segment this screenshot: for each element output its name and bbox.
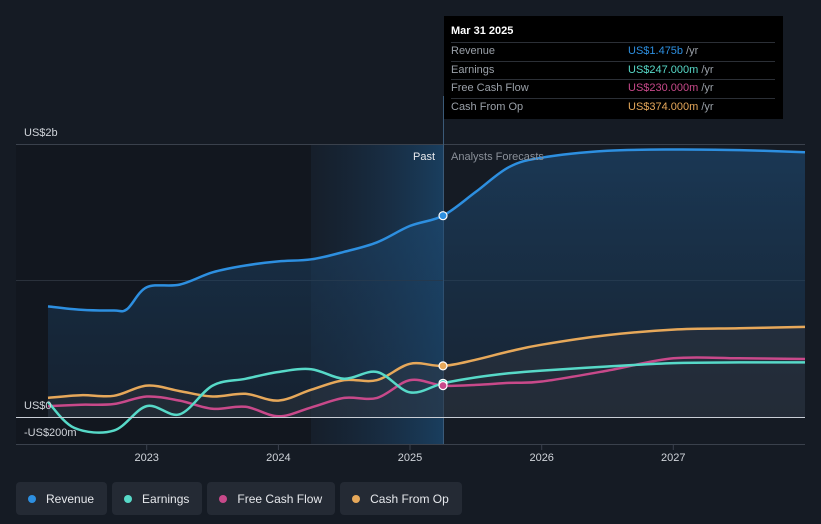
tooltip-value: US$1.475b (628, 45, 684, 57)
legend-item-revenue[interactable]: Revenue (16, 482, 108, 515)
cfo-marker (438, 361, 448, 371)
tooltip-row-cfo: Cash From Op US$374.000m /yr (451, 97, 775, 117)
cfo-line (47, 325, 806, 402)
x-tick-label: 2026 (529, 452, 553, 464)
tooltip-value: US$247.000m (628, 63, 699, 76)
legend-dot-icon (124, 494, 133, 503)
legend-dot-icon (352, 494, 361, 503)
tooltip: Mar 31 2025 Revenue US$1.475b /yr Earnin… (444, 16, 783, 119)
tooltip-unit: /yr (686, 45, 699, 57)
tooltip-unit: /yr (701, 100, 714, 113)
legend-item-free-cash-flow[interactable]: Free Cash Flow (207, 482, 336, 515)
y-label-0: US$0 (24, 400, 52, 412)
legend-label: Revenue (46, 491, 95, 506)
legend-dot-icon (28, 494, 36, 503)
earnings-line (47, 361, 806, 434)
tooltip-unit: /yr (701, 82, 714, 94)
tooltip-value: US$230.000m (628, 82, 699, 94)
y-label-neg200m: -US$200m (24, 427, 77, 439)
revenue-area (48, 149, 805, 417)
marker-layer (438, 211, 448, 391)
legend-item-cash-from-op[interactable]: Cash From Op (340, 482, 462, 515)
revenue-marker (438, 211, 448, 221)
tooltip-label: Earnings (451, 63, 495, 76)
tooltip-date: Mar 31 2025 (451, 25, 514, 37)
forecast-label: Analysts Forecasts (451, 151, 544, 163)
x-tick-label: 2024 (266, 452, 290, 464)
legend-item-earnings[interactable]: Earnings (112, 482, 203, 515)
y-label-2b: US$2b (24, 127, 58, 139)
series-layer (47, 148, 806, 434)
x-tick-label: 2023 (134, 452, 158, 464)
x-tick-label: 2027 (661, 452, 685, 464)
x-tick-label: 2025 (398, 452, 422, 464)
legend-dot-icon (219, 494, 228, 503)
tooltip-label: Revenue (451, 45, 496, 57)
tooltip-label: Cash From Op (451, 100, 524, 113)
past-label: Past (413, 151, 435, 163)
revenue-line (47, 148, 806, 313)
fcf-line (47, 356, 806, 418)
tooltip-unit: /yr (701, 63, 714, 76)
tooltip-row-revenue: Revenue US$1.475b /yr (451, 42, 775, 61)
tooltip-value: US$374.000m (628, 100, 699, 113)
legend-label: Free Cash Flow (237, 491, 323, 506)
fcf-marker (438, 381, 448, 391)
tooltip-label: Free Cash Flow (451, 82, 529, 94)
tooltip-row-fcf: Free Cash Flow US$230.000m /yr (451, 79, 775, 98)
legend: Revenue Earnings Free Cash Flow Cash Fro… (16, 482, 462, 515)
tooltip-row-earnings: Earnings US$247.000m /yr (451, 60, 775, 80)
x-tick-layer: 2023 2024 2025 2026 2027 (134, 444, 686, 464)
legend-label: Earnings (142, 491, 190, 506)
legend-label: Cash From Op (370, 491, 449, 506)
